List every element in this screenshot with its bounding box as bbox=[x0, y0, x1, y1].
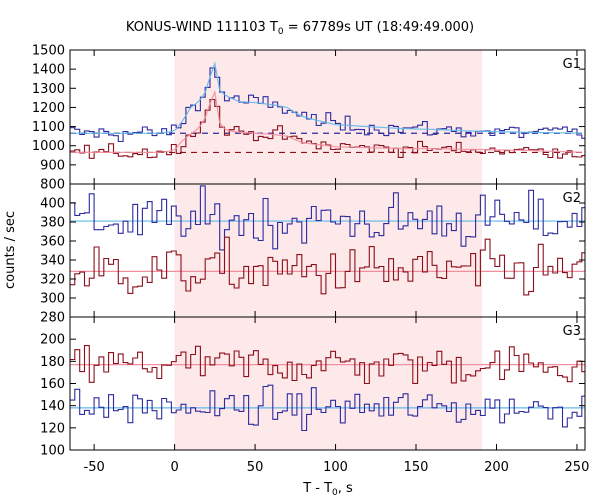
y-tick-label: 800 bbox=[40, 178, 65, 193]
panel-g2 bbox=[70, 185, 585, 296]
y-tick-label: 900 bbox=[40, 158, 65, 173]
y-tick-label: 160 bbox=[40, 377, 65, 392]
y-tick-label: 340 bbox=[40, 254, 65, 269]
y-tick-label: 1500 bbox=[32, 44, 65, 59]
panel-g1 bbox=[70, 61, 585, 159]
panel-label-g2: G2 bbox=[563, 191, 581, 206]
x-axis-title: T - T0, s bbox=[302, 481, 353, 498]
fit-red-g1 bbox=[70, 89, 582, 153]
chart-title: KONUS-WIND 111103 T0 = 67789s UT (18:49:… bbox=[126, 20, 474, 37]
chart-text: KONUS-WIND 111103 T0 = 67789s UT (18:49:… bbox=[3, 20, 474, 498]
y-tick-label: 320 bbox=[40, 273, 65, 288]
y-tick-label: 1300 bbox=[32, 82, 65, 97]
trace-blue-g2 bbox=[70, 185, 585, 251]
panel-label-g1: G1 bbox=[563, 57, 581, 72]
plot-frame: 800900100011001200130014001500G128030032… bbox=[32, 44, 589, 476]
panels bbox=[70, 61, 585, 432]
panel-g3 bbox=[70, 345, 585, 432]
x-tick-label: -50 bbox=[84, 460, 105, 475]
trace-blue-g3 bbox=[70, 384, 585, 432]
y-tick-label: 180 bbox=[40, 355, 65, 370]
x-tick-label: 150 bbox=[404, 460, 429, 475]
y-tick-label: 1100 bbox=[32, 120, 65, 135]
y-tick-label: 140 bbox=[40, 399, 65, 414]
y-tick-label: 100 bbox=[40, 444, 65, 459]
panel-label-g3: G3 bbox=[563, 324, 581, 339]
burst-interval-highlight bbox=[174, 50, 482, 450]
x-tick-label: 50 bbox=[247, 460, 264, 475]
y-tick-label: 400 bbox=[40, 197, 65, 212]
trace-red-g2 bbox=[70, 236, 585, 296]
x-tick-label: 200 bbox=[484, 460, 509, 475]
trace-red-g3 bbox=[70, 345, 585, 385]
x-tick-label: 0 bbox=[170, 460, 178, 475]
trace-blue-g1 bbox=[70, 67, 585, 143]
y-tick-label: 1000 bbox=[32, 139, 65, 154]
y-tick-label: 200 bbox=[40, 333, 65, 348]
y-tick-label: 1200 bbox=[32, 101, 65, 116]
y-tick-label: 360 bbox=[40, 235, 65, 250]
x-tick-label: 100 bbox=[323, 460, 348, 475]
x-tick-label: 250 bbox=[565, 460, 590, 475]
y-tick-label: 300 bbox=[40, 292, 65, 307]
fit-blue-g1 bbox=[70, 61, 582, 134]
y-tick-label: 120 bbox=[40, 421, 65, 436]
y-tick-label: 1400 bbox=[32, 63, 65, 78]
y-tick-label: 280 bbox=[40, 311, 65, 326]
y-tick-label: 380 bbox=[40, 216, 65, 231]
y-axis-title: counts / sec bbox=[3, 211, 18, 289]
highlight-band bbox=[174, 50, 482, 450]
